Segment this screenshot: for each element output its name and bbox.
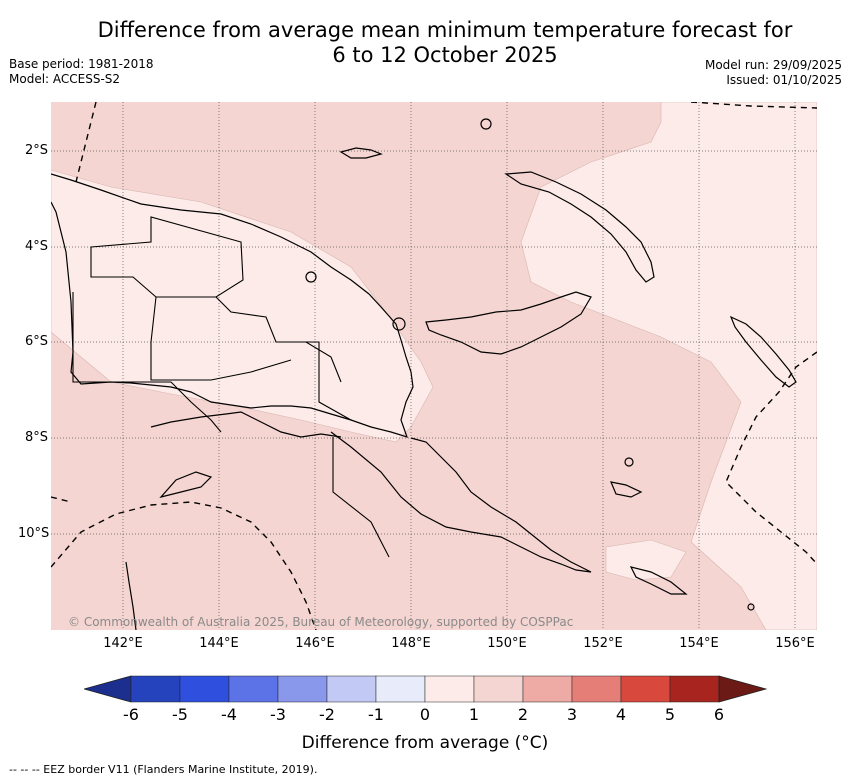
colorbar-extension-low: [82, 675, 132, 703]
lon-label-154e: 154°E: [679, 636, 719, 651]
lat-label-6s: 6°S: [24, 334, 48, 349]
graticule: [51, 102, 817, 630]
colorbar-label: Difference from average (°C): [301, 733, 549, 753]
colorbar-swatch: [473, 675, 524, 703]
new-britain-coast: [425, 291, 592, 355]
colorbar-swatch: [326, 675, 377, 703]
bougainville-coast: [729, 315, 797, 388]
papuan-peninsula-coast: [330, 431, 592, 573]
eez-legend-note: -- -- -- EEZ border V11 (Flanders Marine…: [9, 763, 318, 776]
map-title: Difference from average mean minimum tem…: [90, 18, 800, 68]
colorbar-tick-label: 6: [713, 705, 725, 724]
gulf-coast: [150, 411, 342, 438]
lon-label-146e: 146°E: [295, 636, 335, 651]
manus-coast: [339, 147, 383, 159]
colorbar: [82, 675, 768, 709]
model-run-text: Model run: 29/09/2025: [704, 58, 842, 72]
coastlines: [51, 118, 797, 630]
lat-label-10s: 10°S: [18, 526, 50, 541]
map-canvas: [51, 102, 817, 630]
lat-label-2s: 2°S: [24, 143, 48, 158]
title-line-2: 6 to 12 October 2025: [332, 43, 558, 67]
colorbar-tick-label: -2: [319, 705, 335, 724]
colorbar-swatch: [375, 675, 426, 703]
colorbar-swatch: [620, 675, 671, 703]
issued-text: Issued: 01/10/2025: [726, 73, 842, 87]
copyright-text: © Commonwealth of Australia 2025, Bureau…: [68, 615, 574, 629]
colorbar-tick-label: 0: [419, 705, 431, 724]
colorbar-tick-label: 2: [517, 705, 529, 724]
colorbar-swatch: [424, 675, 475, 703]
province-border-5: [332, 437, 390, 558]
province-border-2: [150, 296, 292, 381]
colorbar-tick-label: 4: [615, 705, 627, 724]
colorbar-swatch: [179, 675, 230, 703]
meta-right: Model run: 29/09/2025 Issued: 01/10/2025: [705, 58, 842, 88]
colorbar-tick-label: -5: [172, 705, 188, 724]
colorbar-tick-label: -3: [270, 705, 286, 724]
torres-islands: [159, 471, 213, 499]
lon-label-156e: 156°E: [775, 636, 815, 651]
model-text: Model: ACCESS-S2: [9, 72, 121, 86]
colorbar-tick-label: -1: [368, 705, 384, 724]
colorbar-tick-label: 5: [664, 705, 676, 724]
lon-label-152e: 152°E: [583, 636, 623, 651]
province-border-4: [306, 341, 352, 421]
colorbar-swatch: [228, 675, 279, 703]
eez-borders: [51, 102, 817, 630]
base-period-text: Base period: 1981-2018: [9, 57, 154, 71]
lon-label-148e: 148°E: [391, 636, 431, 651]
colorbar-tick-label: 3: [566, 705, 578, 724]
lon-label-150e: 150°E: [487, 636, 527, 651]
colorbar-swatch: [277, 675, 328, 703]
lat-label-8s: 8°S: [24, 430, 48, 445]
dentrecasteaux-coast: [610, 481, 643, 498]
cape-york-coast: [125, 561, 137, 630]
colorbar-tick-label: -4: [221, 705, 237, 724]
province-border-1: [90, 216, 244, 298]
colorbar-tick-label: -6: [123, 705, 139, 724]
colorbar-extension-high: [718, 675, 768, 703]
province-border-3: [215, 296, 342, 383]
colorbar-swatch: [669, 675, 720, 703]
colorbar-tick-label: 1: [468, 705, 480, 724]
anomaly-field-low-east: [520, 102, 817, 630]
colorbar-swatch: [522, 675, 573, 703]
new-ireland-coast: [504, 171, 655, 283]
lat-label-4s: 4°S: [24, 239, 48, 254]
louisiade-coast: [629, 566, 688, 595]
borders: [72, 216, 390, 558]
lon-label-144e: 144°E: [199, 636, 239, 651]
colorbar-swatch: [130, 675, 181, 703]
title-line-1: Difference from average mean minimum tem…: [97, 18, 793, 42]
colorbar-swatch: [571, 675, 622, 703]
lon-label-142e: 142°E: [103, 636, 143, 651]
colorbar-swatches: [82, 675, 768, 703]
forecast-map: [51, 102, 817, 630]
meta-left: Base period: 1981-2018 Model: ACCESS-S2: [9, 57, 154, 87]
anomaly-field-low-south: [605, 539, 687, 581]
indonesia-png-border: [72, 292, 222, 433]
